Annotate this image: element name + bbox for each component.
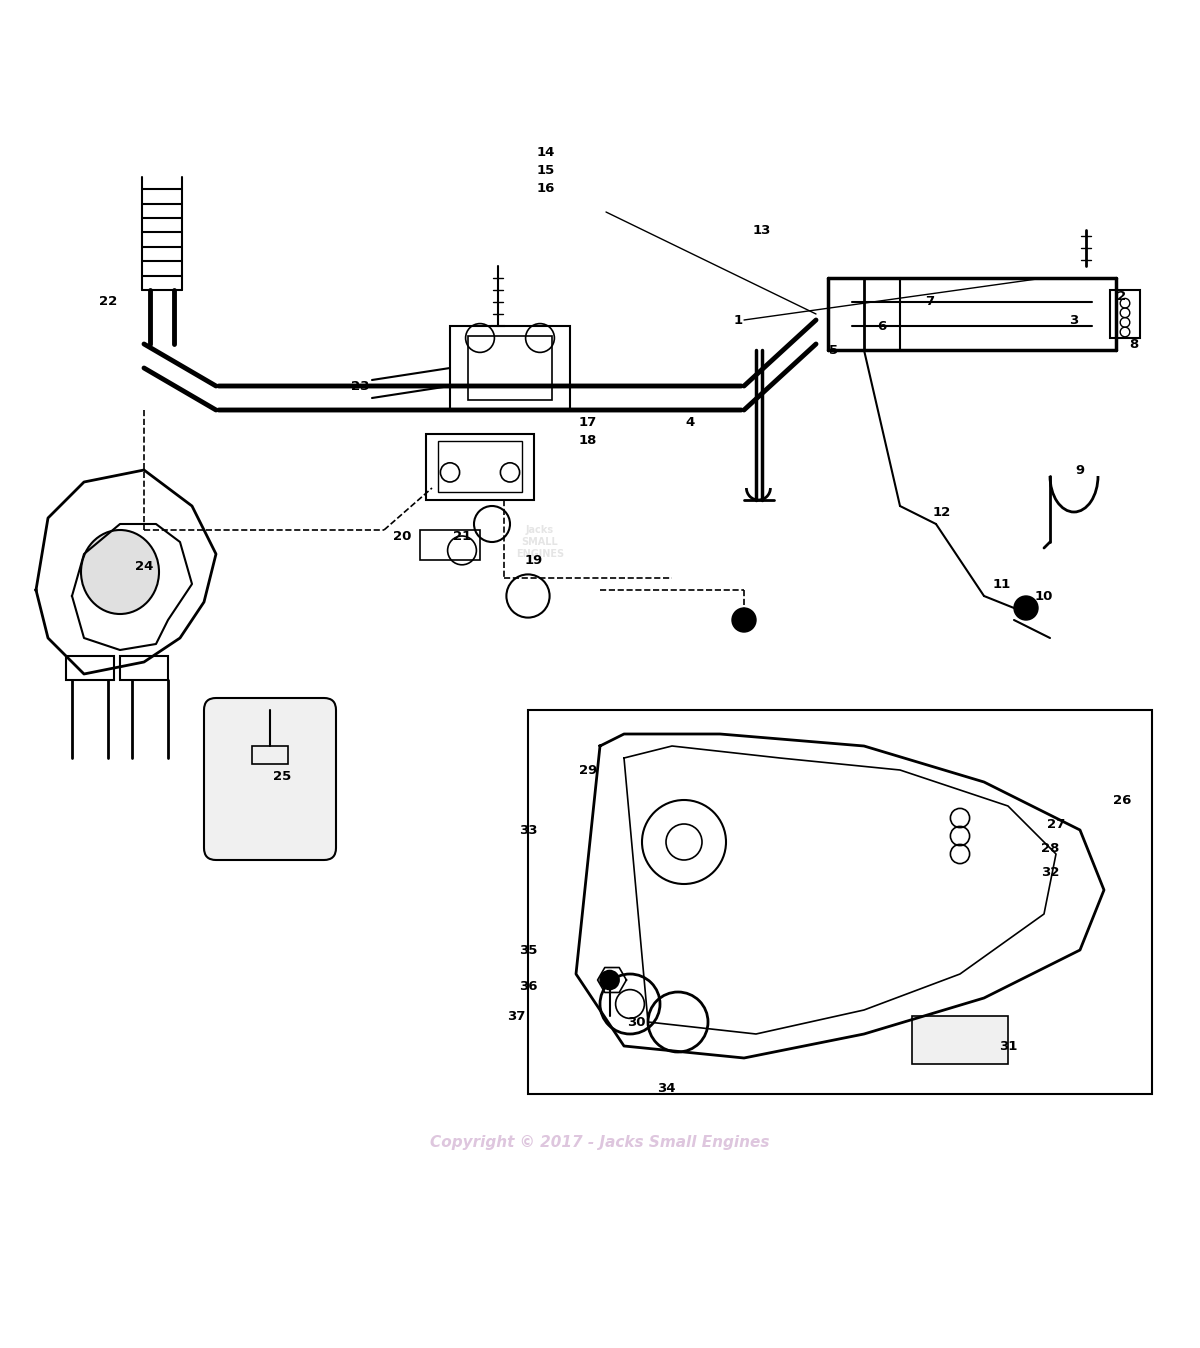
Bar <box>912 1016 1008 1064</box>
Text: 3: 3 <box>1069 314 1079 326</box>
Text: 16: 16 <box>536 182 556 194</box>
Text: Jacks
SMALL
ENGINES: Jacks SMALL ENGINES <box>516 526 564 558</box>
Text: 9: 9 <box>1075 464 1085 476</box>
Ellipse shape <box>82 530 158 613</box>
Text: 1: 1 <box>733 314 743 326</box>
Bar <box>66 656 114 679</box>
Bar <box>252 745 288 764</box>
Text: 23: 23 <box>350 380 370 392</box>
Text: 10: 10 <box>1034 589 1054 603</box>
Text: 2: 2 <box>1117 290 1127 302</box>
Text: 5: 5 <box>829 344 839 356</box>
Text: 33: 33 <box>518 824 538 837</box>
Text: 26: 26 <box>1112 794 1132 806</box>
Text: 14: 14 <box>536 146 556 159</box>
Bar <box>450 326 570 410</box>
Text: 37: 37 <box>506 1010 526 1023</box>
Bar <box>468 336 552 400</box>
Text: 32: 32 <box>1040 865 1060 879</box>
Text: 17: 17 <box>578 415 598 429</box>
Text: 25: 25 <box>272 770 292 782</box>
FancyBboxPatch shape <box>204 698 336 860</box>
Text: 35: 35 <box>518 944 538 957</box>
Text: 28: 28 <box>1040 841 1060 855</box>
Bar <box>1110 290 1140 338</box>
Text: 6: 6 <box>877 319 887 333</box>
Text: 30: 30 <box>626 1015 646 1029</box>
Text: 29: 29 <box>578 763 598 776</box>
Text: 15: 15 <box>536 163 556 177</box>
Bar <box>420 530 480 559</box>
Circle shape <box>1014 596 1038 620</box>
Text: 8: 8 <box>1129 337 1139 350</box>
Text: 31: 31 <box>998 1039 1018 1053</box>
Text: 22: 22 <box>98 295 118 309</box>
Text: 18: 18 <box>578 434 598 446</box>
Text: 12: 12 <box>932 506 952 519</box>
Text: 27: 27 <box>1046 817 1066 830</box>
Bar <box>438 441 522 492</box>
Text: 24: 24 <box>134 559 154 573</box>
Text: 34: 34 <box>656 1081 676 1095</box>
Text: Copyright © 2017 - Jacks Small Engines: Copyright © 2017 - Jacks Small Engines <box>431 1135 769 1150</box>
Bar <box>120 656 168 679</box>
Text: 13: 13 <box>752 224 772 236</box>
Text: 20: 20 <box>392 530 412 542</box>
Circle shape <box>600 971 619 989</box>
Circle shape <box>732 608 756 632</box>
Text: 4: 4 <box>685 415 695 429</box>
Bar <box>528 710 1152 1095</box>
Text: 21: 21 <box>452 530 472 542</box>
Text: 7: 7 <box>925 295 935 309</box>
Text: 36: 36 <box>518 980 538 992</box>
Text: 19: 19 <box>524 554 544 566</box>
Text: 11: 11 <box>992 577 1012 590</box>
Bar <box>426 434 534 500</box>
